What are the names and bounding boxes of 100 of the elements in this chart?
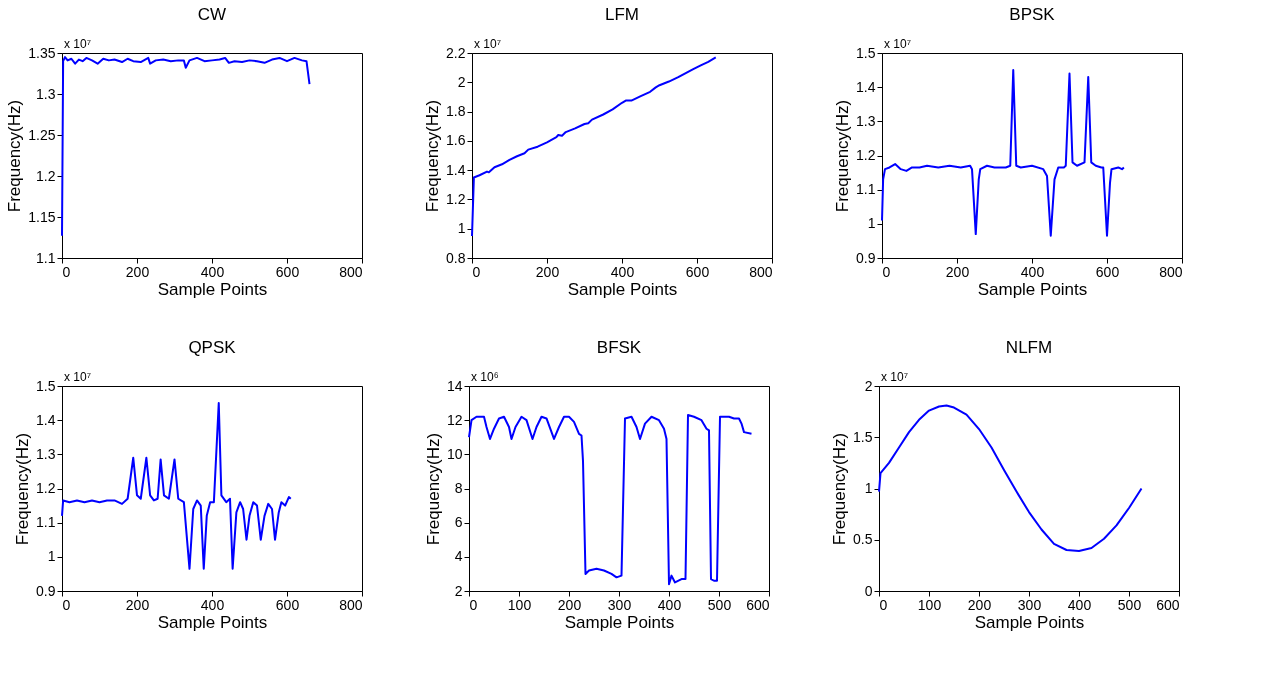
text: x 10⁷ — [474, 37, 502, 51]
x-tick-label: 400 — [1020, 263, 1045, 280]
x-tick-label: 800 — [339, 596, 363, 613]
y-tick-label: 12 — [446, 411, 463, 428]
y-tick-label: 1.4 — [856, 78, 876, 95]
x-axis-title: Sample Points — [564, 612, 675, 632]
x-tick-label: 300 — [607, 596, 632, 613]
y-tick-label: 1.35 — [28, 44, 56, 61]
y-axis-title: Frequency(Hz) — [423, 432, 443, 546]
chart-title: CW — [197, 5, 227, 24]
y-tick-label: 1.5 — [853, 428, 873, 445]
y-tick-label: 1.25 — [28, 126, 56, 143]
y-tick-label: 4 — [454, 548, 463, 565]
y-tick-label: 1.4 — [446, 161, 466, 178]
x-tick-label: 800 — [749, 263, 773, 280]
x-tick-label: 0 — [472, 263, 481, 280]
y-tick-label: 1.2 — [856, 147, 876, 163]
y-tick-label: 10 — [446, 445, 463, 462]
x-tick-label: 200 — [967, 596, 992, 613]
y-tick-label: 1.3 — [36, 445, 56, 462]
y-tick-label: 0.5 — [853, 531, 873, 548]
x-tick-label: 400 — [200, 263, 225, 280]
chart-title: BFSK — [596, 338, 642, 357]
x-tick-label: 600 — [275, 263, 300, 280]
x-tick-label: 0 — [469, 596, 478, 613]
y-tick-label: 2 — [457, 73, 466, 90]
line-series — [878, 404, 1143, 553]
x-tick-label: 100 — [917, 596, 942, 613]
x-tick-label: 200 — [557, 596, 582, 613]
x-axis-title: Sample Points — [157, 612, 268, 632]
y-tick-label: 1.8 — [446, 103, 466, 120]
y-tick-label: 1.6 — [446, 132, 466, 149]
x-tick-label: 100 — [507, 596, 532, 613]
text: x 10⁷ — [884, 37, 912, 51]
x-tick-label: 300 — [1017, 596, 1042, 613]
y-axis-title: Frequency(Hz) — [13, 432, 33, 546]
chart-title: QPSK — [188, 338, 237, 357]
text: x 10⁷ — [64, 37, 92, 51]
y-axis-title: Frequency(Hz) — [5, 99, 25, 213]
x-tick-label: 0 — [882, 263, 891, 280]
y-tick-label: 14 — [446, 377, 463, 394]
y-tick-label: 1.2 — [36, 480, 56, 496]
y-tick-label: 1.15 — [28, 208, 56, 225]
text: x 10⁷ — [881, 370, 909, 384]
y-tick-label: 1.3 — [36, 85, 56, 102]
x-tick-label: 800 — [339, 263, 363, 280]
x-axis-title: Sample Points — [977, 279, 1088, 299]
y-tick-label: 1.1 — [36, 514, 56, 531]
x-tick-label: 0 — [62, 596, 71, 613]
x-tick-label: 600 — [1156, 596, 1180, 613]
y-tick-label: 6 — [454, 514, 463, 531]
line-series — [468, 414, 753, 586]
x-axis-title: Sample Points — [567, 279, 678, 299]
y-tick-label: 1.2 — [36, 167, 56, 184]
y-tick-label: 8 — [454, 480, 463, 496]
x-tick-label: 200 — [125, 596, 150, 613]
y-tick-label: 1.4 — [36, 411, 56, 428]
text: x 10⁶ — [471, 370, 499, 384]
y-axis-title: Frequency(Hz) — [830, 432, 850, 546]
x-tick-label: 200 — [535, 263, 560, 280]
y-tick-label: 0.9 — [36, 582, 56, 599]
x-tick-label: 400 — [657, 596, 682, 613]
y-tick-label: 2.2 — [446, 44, 466, 61]
x-tick-label: 500 — [707, 596, 732, 613]
line-series — [61, 402, 292, 570]
x-tick-label: 600 — [746, 596, 770, 613]
y-tick-label: 1.2 — [446, 190, 466, 207]
x-tick-label: 200 — [945, 263, 970, 280]
x-tick-label: 400 — [610, 263, 635, 280]
x-axis-title: Sample Points — [974, 612, 1085, 632]
x-tick-label: 0 — [879, 596, 888, 613]
y-tick-label: 1.3 — [856, 112, 876, 129]
x-tick-label: 500 — [1117, 596, 1142, 613]
y-tick-label: 2 — [864, 377, 873, 394]
line-series — [471, 56, 717, 238]
y-tick-label: 1.1 — [36, 249, 56, 266]
line-series — [61, 56, 311, 237]
chart-title: NLFM — [1005, 338, 1053, 357]
y-tick-label: 1.1 — [856, 181, 876, 198]
y-tick-label: 1 — [867, 215, 876, 232]
y-tick-label: 0 — [864, 582, 873, 599]
x-tick-label: 600 — [275, 596, 300, 613]
x-tick-label: 600 — [1095, 263, 1120, 280]
x-tick-label: 800 — [1159, 263, 1183, 280]
line-series — [881, 69, 1125, 237]
y-tick-label: 0.8 — [446, 249, 466, 266]
y-tick-label: 1.5 — [856, 44, 876, 61]
x-tick-label: 0 — [62, 263, 71, 280]
y-tick-label: 0.9 — [856, 249, 876, 266]
y-tick-label: 1 — [864, 480, 873, 496]
x-tick-label: 400 — [200, 596, 225, 613]
y-axis-title: Frequency(Hz) — [423, 99, 443, 213]
x-tick-label: 200 — [125, 263, 150, 280]
y-axis-title: Frequency(Hz) — [833, 99, 853, 213]
chart-title: BPSK — [1009, 5, 1056, 24]
x-tick-label: 600 — [685, 263, 710, 280]
y-tick-label: 1.5 — [36, 377, 56, 394]
text: x 10⁷ — [64, 370, 92, 384]
y-tick-label: 2 — [454, 582, 463, 599]
y-tick-label: 1 — [47, 548, 56, 565]
